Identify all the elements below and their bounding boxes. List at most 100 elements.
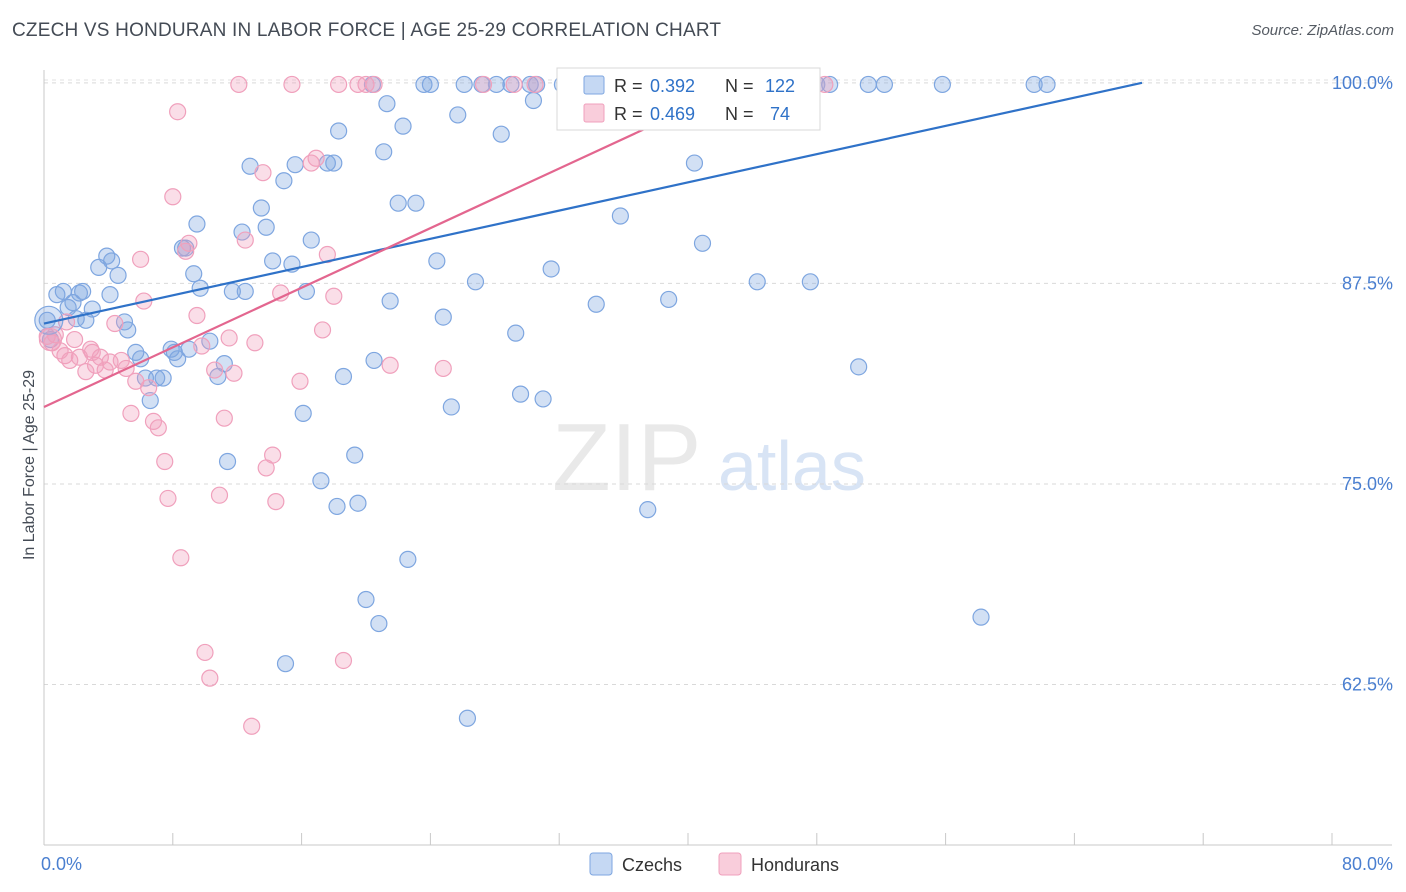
czech-point	[458, 709, 477, 727]
czech-point	[389, 194, 407, 212]
stats-r-value-czechs: 0.392	[650, 76, 695, 96]
chart-title: CZECH VS HONDURAN IN LABOR FORCE | AGE 2…	[12, 20, 722, 41]
honduran-point	[474, 75, 493, 94]
honduran-point	[381, 356, 399, 374]
czech-point	[188, 215, 206, 233]
honduran-point	[243, 717, 261, 735]
legend-label-hondurans: Hondurans	[751, 855, 839, 875]
stats-r-label-czechs: R =	[614, 76, 648, 96]
czech-point	[264, 252, 282, 270]
honduran-point	[264, 446, 282, 464]
stats-n-value-hondurans: 74	[765, 104, 790, 124]
honduran-point	[526, 75, 544, 94]
honduran-point-cluster	[38, 327, 63, 352]
honduran-point	[188, 306, 206, 325]
honduran-point	[505, 75, 523, 94]
czech-point	[511, 385, 530, 403]
honduran-point	[215, 409, 233, 427]
legend-label-czechs: Czechs	[622, 855, 682, 875]
czech-point	[286, 156, 304, 174]
czech-point	[933, 75, 951, 94]
czech-point	[534, 390, 552, 408]
czech-point	[349, 494, 367, 512]
czech-point	[370, 614, 388, 633]
honduran-point	[169, 103, 187, 121]
honduran-point	[180, 234, 198, 252]
czech-point	[328, 497, 346, 516]
honduran-point	[86, 356, 105, 374]
y-axis-label: In Labor Force | Age 25-29	[21, 370, 38, 560]
czech-point	[487, 75, 506, 94]
honduran-point	[193, 337, 211, 355]
czech-point	[415, 75, 433, 94]
czech-point	[685, 154, 704, 172]
czech-point	[524, 91, 543, 110]
stats-r-value-hondurans: 0.469	[650, 104, 695, 124]
czech-point	[542, 260, 560, 278]
honduran-point	[325, 287, 343, 305]
stats-swatch-czechs	[583, 75, 605, 95]
czech-point	[394, 117, 412, 135]
honduran-point	[91, 348, 109, 366]
czech-point	[312, 472, 330, 490]
honduran-point	[334, 651, 353, 670]
czechs-trend-line	[43, 81, 1143, 325]
czech-point	[185, 265, 203, 283]
series-legend: Czechs Hondurans	[589, 852, 839, 876]
honduran-point	[330, 75, 348, 94]
honduran-point	[149, 419, 167, 437]
legend-swatch-hondurans	[718, 852, 742, 876]
honduran-point	[164, 188, 182, 206]
czech-point	[223, 282, 241, 301]
honduran-point	[307, 149, 325, 167]
source-credit: Source: ZipAtlas.com	[1251, 22, 1394, 39]
honduran-point	[196, 643, 214, 662]
honduran-point	[313, 321, 332, 339]
y-tick-label: 62.5%	[1342, 675, 1393, 695]
czech-point	[421, 75, 439, 94]
czech-point	[302, 231, 320, 249]
honduran-point	[159, 489, 177, 508]
honduran-point	[236, 231, 254, 249]
czech-point	[466, 273, 485, 291]
czech-point	[365, 351, 383, 370]
stats-n-label-hondurans: N =	[725, 104, 759, 124]
honduran-point	[172, 549, 190, 567]
honduran-point	[434, 359, 452, 378]
czech-point	[252, 199, 270, 217]
czech-point	[801, 273, 819, 291]
czech-point	[141, 391, 159, 410]
honduran-point	[267, 493, 285, 511]
czech-point	[101, 286, 119, 304]
czech-point	[218, 452, 237, 471]
honduran-point	[156, 452, 174, 471]
trend-lines	[43, 81, 1143, 408]
honduran-point	[302, 154, 320, 172]
honduran-point	[206, 361, 224, 379]
czech-point	[821, 75, 839, 94]
watermark-zip: ZIP	[552, 404, 701, 511]
honduran-point	[65, 330, 84, 349]
honduran-point	[291, 372, 309, 390]
honduran-point	[77, 363, 95, 381]
czech-point	[455, 75, 473, 94]
czech-point	[1025, 75, 1043, 94]
honduran-point	[132, 250, 150, 268]
honduran-point	[254, 164, 272, 182]
czech-point	[325, 154, 343, 172]
series-hondurans-points	[38, 75, 834, 735]
watermark-atlas: atlas	[718, 427, 866, 505]
czech-point	[850, 358, 868, 376]
czech-point	[1038, 75, 1056, 94]
czech-point	[381, 292, 399, 310]
czech-point	[859, 75, 877, 94]
honduran-point	[210, 486, 229, 504]
x-tick-label: 80.0%	[1342, 854, 1393, 874]
honduran-point	[83, 343, 101, 362]
honduran-point	[61, 351, 79, 370]
honduran-point	[220, 329, 238, 347]
honduran-point	[365, 75, 383, 94]
czech-point	[407, 194, 425, 212]
czech-point	[357, 590, 375, 609]
